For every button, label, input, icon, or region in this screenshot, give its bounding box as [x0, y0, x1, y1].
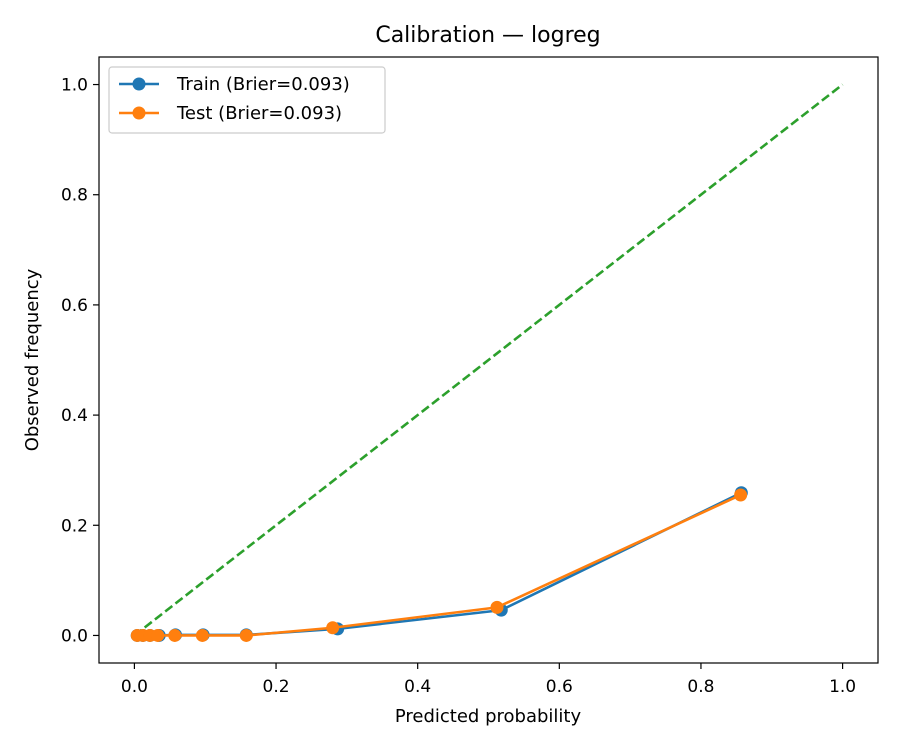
- series-1-point: [326, 621, 340, 635]
- y-tick-label: 0.6: [61, 296, 88, 316]
- series-1-point: [195, 628, 209, 642]
- chart-title: Calibration — logreg: [375, 23, 600, 48]
- x-tick-label: 0.4: [404, 677, 431, 697]
- legend-label-0: Train (Brier=0.093): [176, 74, 350, 95]
- plot-area: [130, 83, 844, 642]
- series-1-point: [490, 600, 504, 614]
- y-tick-label: 1.0: [61, 76, 88, 96]
- y-tick-label: 0.4: [61, 406, 88, 426]
- y-axis-label: Observed frequency: [22, 268, 43, 451]
- y-tick-label: 0.2: [61, 516, 88, 536]
- x-tick-label: 0.8: [687, 677, 714, 697]
- x-axis-label: Predicted probability: [395, 706, 582, 727]
- series-1-point: [151, 628, 165, 642]
- series-1-point: [734, 488, 748, 502]
- legend-marker-1: [132, 106, 146, 120]
- plot-frame: [98, 56, 879, 664]
- legend: Train (Brier=0.093) Test (Brier=0.093): [108, 66, 386, 134]
- legend-marker-0: [132, 77, 146, 91]
- series-1-point: [239, 628, 253, 642]
- reference-diagonal-line: [133, 83, 844, 637]
- legend-box: [108, 66, 386, 134]
- y-tick-label: 0.8: [61, 186, 88, 206]
- x-tick-label: 1.0: [829, 677, 856, 697]
- x-tick-label: 0.6: [546, 677, 573, 697]
- axes: 0.0 0.2 0.4 0.6 0.8 1.0 0.0 0.2 0.4 0.6 0.8 1.0: [61, 56, 879, 697]
- y-tick-label: 0.0: [61, 626, 88, 646]
- x-tick-label: 0.2: [263, 677, 290, 697]
- series-1-point: [168, 628, 182, 642]
- legend-label-1: Test (Brier=0.093): [176, 103, 342, 124]
- x-tick-label: 0.0: [121, 677, 148, 697]
